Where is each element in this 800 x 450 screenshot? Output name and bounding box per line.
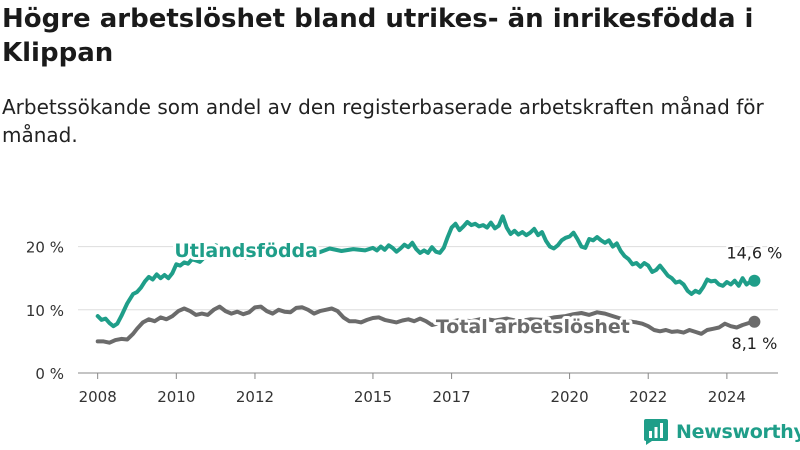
x-tick-label: 2024 xyxy=(708,388,746,406)
chart-subtitle: Arbetssökande som andel av den registerb… xyxy=(2,95,764,147)
x-tick-label: 2015 xyxy=(354,388,392,406)
y-tick-label: 0 % xyxy=(35,365,64,383)
x-tick-label: 2017 xyxy=(433,388,471,406)
x-tick-label: 2008 xyxy=(79,388,117,406)
series-line xyxy=(95,214,757,329)
series-name-label: Utlandsfödda xyxy=(174,240,318,262)
x-tick-label: 2020 xyxy=(550,388,588,406)
x-tick-label: 2010 xyxy=(157,388,195,406)
series-utlandsfodda: Utlandsfödda xyxy=(95,214,761,329)
series-line xyxy=(95,304,757,345)
series-total: Total arbetslöshet xyxy=(95,304,761,345)
chart-title: Högre arbetslöshet bland utrikes- än inr… xyxy=(2,4,754,68)
brand-name: Newsworthy xyxy=(676,421,800,443)
newsworthy-logo-icon xyxy=(644,419,668,445)
series-name-label: Total arbetslöshet xyxy=(436,316,630,338)
series-end-label: 14,6 % xyxy=(726,244,782,263)
brand-logo: Newsworthy xyxy=(644,419,800,445)
series-end-label: 8,1 % xyxy=(732,334,778,353)
series-end-point xyxy=(748,274,761,287)
x-tick-label: 2012 xyxy=(236,388,274,406)
x-tick-label: 2022 xyxy=(629,388,667,406)
y-tick-label: 20 % xyxy=(26,239,64,257)
series-end-point xyxy=(748,315,761,328)
y-tick-label: 10 % xyxy=(26,302,64,320)
